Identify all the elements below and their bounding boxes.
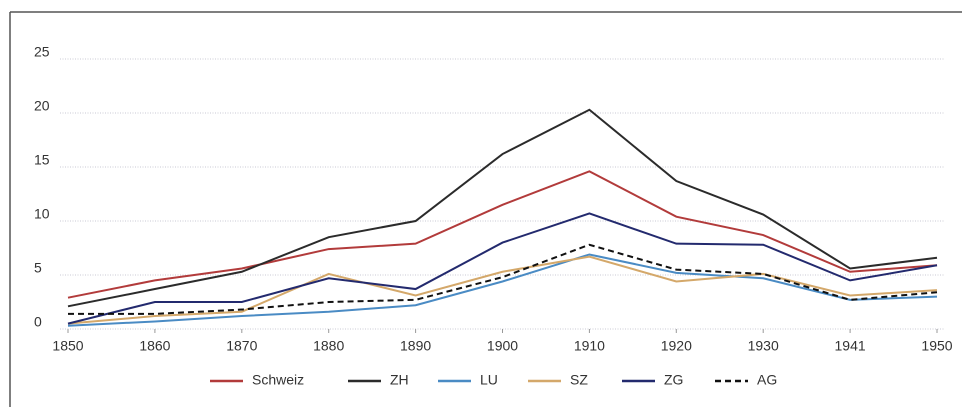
legend-label: ZG	[664, 372, 683, 388]
series-line	[68, 243, 938, 315]
x-tick-label: 1900	[487, 338, 518, 354]
y-tick-label: 5	[34, 260, 42, 276]
x-tick-label: 1850	[52, 338, 83, 354]
x-tick-label: 1890	[400, 338, 431, 354]
x-tick-label: 1860	[139, 338, 170, 354]
series-line	[67, 108, 938, 308]
y-tick-label: 10	[34, 206, 50, 222]
legend-label: ZH	[390, 372, 409, 388]
x-tick-label: 1930	[748, 338, 779, 354]
x-tick-label: 1910	[574, 338, 605, 354]
series-line	[67, 170, 938, 299]
legend-label: AG	[757, 372, 777, 388]
y-tick-label: 20	[34, 98, 50, 114]
y-tick-label: 0	[34, 314, 42, 330]
x-tick-label: 1880	[313, 338, 344, 354]
series-line	[67, 255, 938, 325]
x-tick-label: 1870	[226, 338, 257, 354]
series-line	[67, 212, 938, 325]
legend-label: SZ	[570, 372, 588, 388]
y-tick-label: 25	[34, 44, 50, 60]
x-tick-label: 1941	[835, 338, 866, 354]
legend-label: LU	[480, 372, 498, 388]
y-tick-label: 15	[34, 152, 50, 168]
x-tick-label: 1920	[661, 338, 692, 354]
series-line	[67, 253, 938, 327]
x-tick-label: 1950	[921, 338, 952, 354]
legend-label: Schweiz	[252, 372, 304, 388]
